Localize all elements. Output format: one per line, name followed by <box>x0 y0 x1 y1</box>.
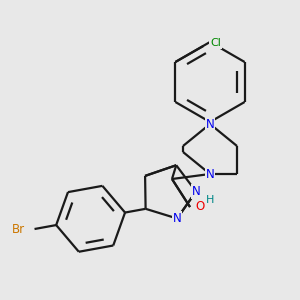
Text: O: O <box>195 200 205 214</box>
Text: N: N <box>206 167 214 181</box>
Text: Cl: Cl <box>210 38 221 48</box>
Text: N: N <box>206 118 214 130</box>
Text: Br: Br <box>11 223 25 236</box>
Text: N: N <box>192 185 200 198</box>
Text: H: H <box>206 195 214 205</box>
Text: N: N <box>173 212 182 225</box>
